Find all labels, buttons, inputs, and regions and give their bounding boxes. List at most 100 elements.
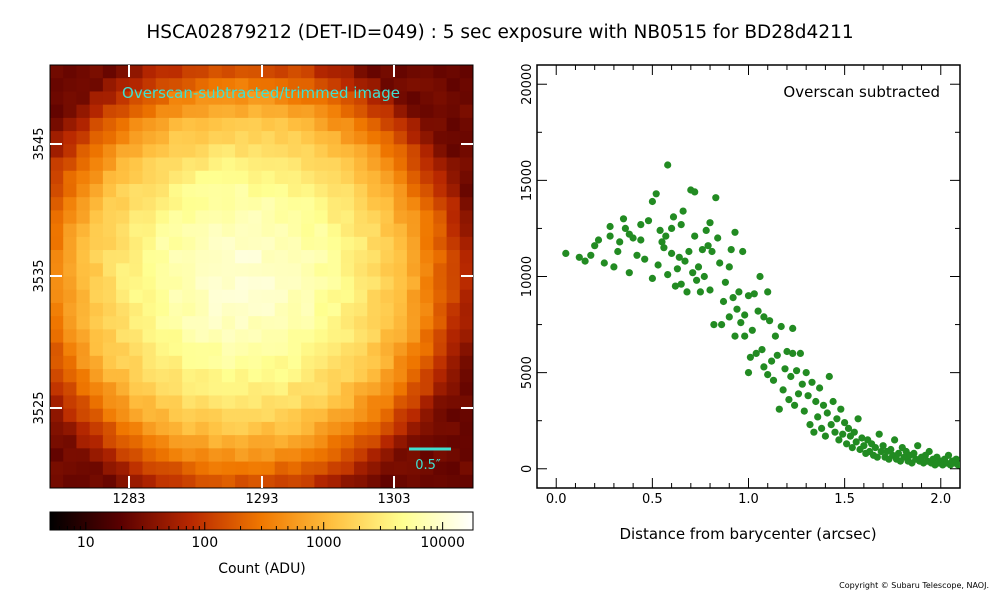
scatter-point [706, 286, 714, 294]
scatter-point [669, 213, 678, 221]
scatter-point [827, 421, 835, 429]
scatter-y-tick-label: 5000 [520, 356, 535, 389]
scatter-point [837, 405, 845, 413]
scatter-point [891, 436, 899, 444]
scatter-y-tick-label: 0 [520, 465, 535, 473]
scatter-point [839, 430, 847, 438]
scatter-point [748, 326, 756, 334]
scatter-point [771, 332, 780, 340]
scatter-point [629, 234, 637, 242]
scatter-point [637, 236, 645, 244]
scatter-point [810, 428, 818, 436]
scatter-point [875, 430, 883, 438]
scatter-point [796, 349, 805, 357]
scatter-point [746, 353, 755, 361]
scatter-point [887, 445, 895, 454]
scatter-point [764, 371, 772, 379]
scatter-point [704, 242, 712, 250]
scatter-x-tick-labels: 0.0 0.5 1.0 1.5 2.0 [546, 492, 951, 507]
colorbar-tick-label: 100 [191, 535, 218, 551]
scatter-point [675, 253, 683, 261]
scatter-x-tick-label: 2.0 [930, 492, 951, 507]
scatter-point [652, 190, 660, 198]
figure-title: HSCA02879212 (DET-ID=049) : 5 sec exposu… [146, 22, 854, 43]
image-y-tick-label: 3535 [32, 259, 47, 292]
colorbar-label: Count (ADU) [218, 561, 306, 577]
scatter-point [614, 247, 622, 256]
scatter-point [683, 288, 691, 296]
scatter-point [766, 317, 774, 325]
scatter-x-axis-label: Distance from barycenter (arcsec) [619, 525, 876, 543]
scatter-point [787, 372, 795, 381]
scatter-point [641, 255, 649, 263]
scatter-tick-marks [537, 65, 960, 488]
image-x-tick-labels: 1283 1293 1303 [112, 492, 410, 507]
scatter-point [802, 369, 810, 377]
scatter-point [702, 226, 710, 234]
scatter-point [664, 271, 672, 279]
scatter-point [754, 307, 762, 315]
scatter-point [739, 247, 747, 256]
scatter-point [648, 274, 657, 282]
scatter-point [591, 242, 599, 250]
scatter-x-tick-label: 1.5 [834, 492, 855, 507]
scatter-point [581, 257, 589, 265]
image-x-tick-label: 1303 [377, 492, 410, 507]
scatter-point [756, 272, 764, 281]
scatter-point [785, 396, 793, 404]
scatter-point [708, 247, 716, 256]
scatter-point [873, 453, 881, 461]
scatter-point [677, 221, 685, 229]
scatter-point [831, 428, 839, 436]
scatter-point [562, 249, 570, 257]
scatter-point [764, 288, 772, 296]
scatter-point [594, 236, 603, 244]
scatter-point [729, 294, 737, 302]
scatter-point [914, 442, 922, 450]
scatter-point [879, 442, 887, 450]
scatter-point [731, 228, 739, 236]
scatter-y-tick-label: 15000 [520, 160, 535, 201]
scatter-point [664, 161, 672, 169]
scatter-point [637, 221, 645, 229]
scatter-point [698, 246, 707, 254]
scatter-point [750, 290, 758, 298]
scatter-point [793, 367, 801, 375]
scatter-point [587, 251, 595, 259]
scatter-point [600, 259, 608, 267]
scatter-point [814, 413, 822, 421]
scatter-point [791, 401, 799, 409]
scatter-point [689, 269, 697, 277]
star-image-pixels [50, 65, 474, 489]
scatter-point [843, 440, 851, 448]
scatter-point [835, 436, 843, 444]
scatter-point [744, 292, 753, 300]
scatter-point [789, 349, 797, 357]
scatter-point [829, 397, 837, 406]
scatter-point [727, 246, 735, 254]
scatter-point [894, 449, 903, 457]
image-label: Overscan-subtracted/trimmed image [122, 84, 400, 102]
scatter-point [812, 397, 820, 406]
image-y-tick-labels: 3545 3535 3525 [32, 127, 47, 424]
image-x-tick-label: 1293 [245, 492, 278, 507]
image-panel: Overscan-subtracted/trimmed image 0.5″ 1… [32, 64, 474, 507]
scatter-point [952, 455, 960, 463]
scatter-y-tick-label: 20000 [520, 64, 535, 105]
scatter-point [744, 369, 753, 377]
scatter-point [668, 249, 676, 257]
scatter-point [677, 280, 685, 288]
scatter-point [721, 278, 730, 286]
scatter-point [825, 372, 833, 381]
scatter-point [804, 392, 812, 400]
scatter-point [854, 415, 862, 423]
scatter-point [871, 444, 880, 452]
scatter-point [671, 282, 680, 290]
scatter-point [769, 376, 778, 384]
colorbar-tick-label: 10 [77, 535, 95, 551]
scatter-point [691, 188, 699, 196]
scatter-point [610, 263, 618, 271]
scatter-point [944, 451, 953, 459]
scatter-point [752, 349, 760, 357]
scatter-point [741, 332, 749, 340]
